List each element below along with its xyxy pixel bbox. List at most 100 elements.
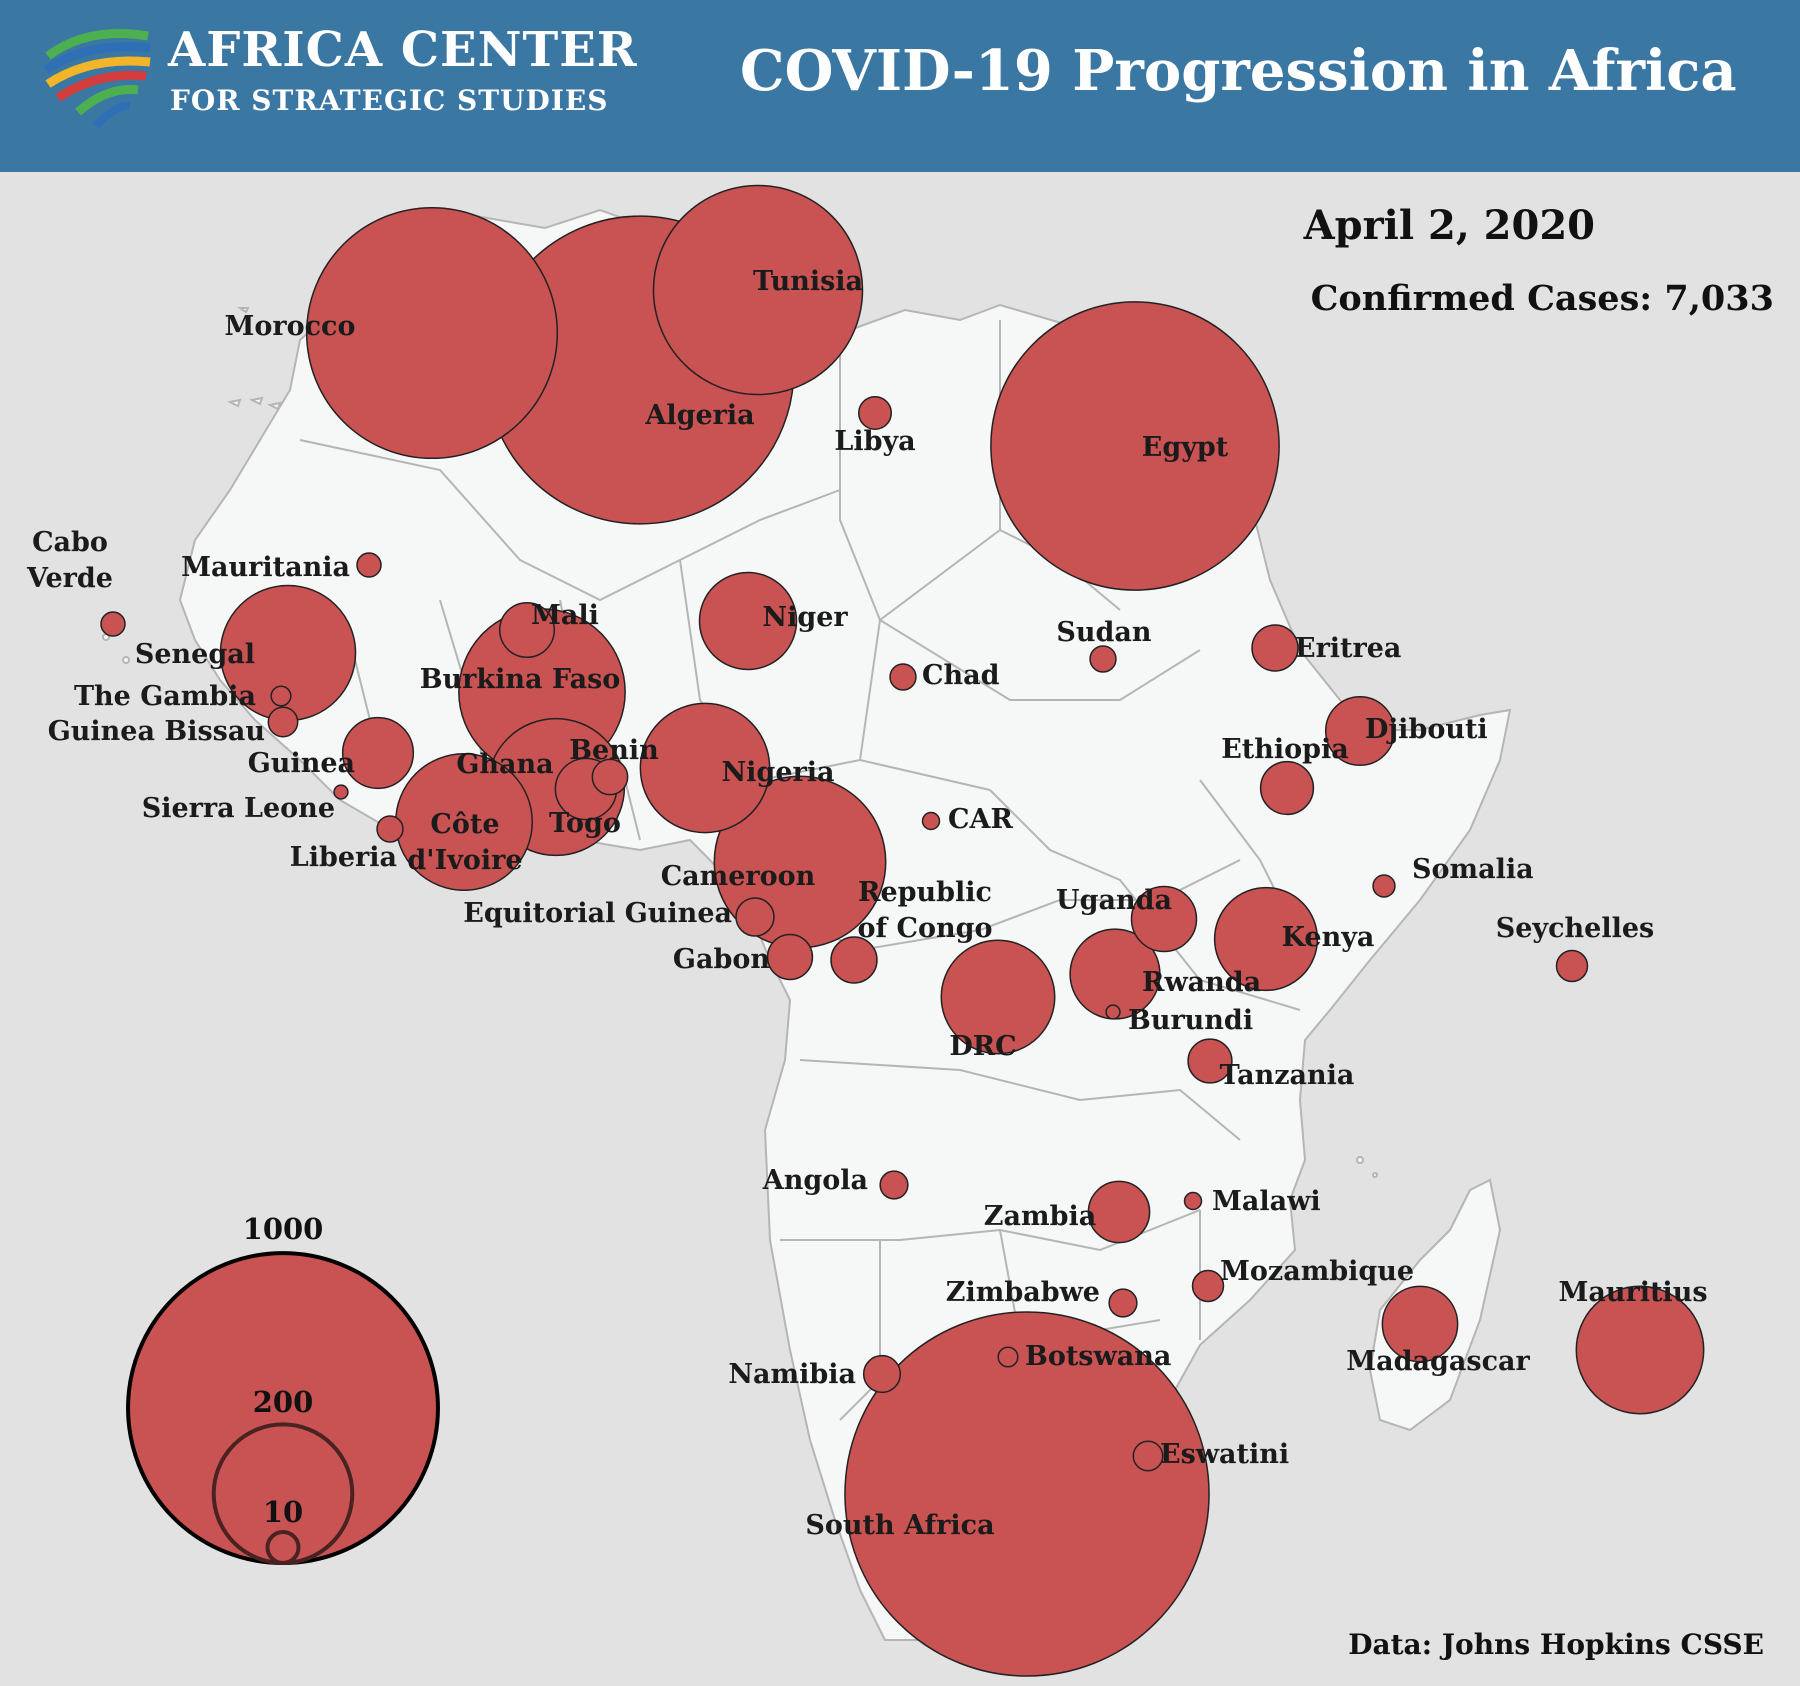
bubble-egypt bbox=[990, 301, 1280, 591]
label-layer: Morocco Algeria Tunisia Libya Egypt Mauritani… bbox=[26, 266, 1708, 1541]
label-tunisia: Tunisia bbox=[753, 266, 863, 297]
bubble-angola bbox=[879, 1170, 909, 1200]
label-ethiopia: Ethiopia bbox=[1221, 734, 1349, 765]
bubble-south-africa bbox=[844, 1311, 1210, 1677]
label-eswatini: Eswatini bbox=[1160, 1439, 1289, 1470]
bubble-kenya bbox=[1213, 886, 1319, 992]
bubble-zimbabwe bbox=[1108, 1288, 1138, 1318]
label-c-te-d-ivoire: Côte d'Ivoire bbox=[407, 809, 522, 876]
label-seychelles: Seychelles bbox=[1496, 913, 1655, 944]
bubble-sudan bbox=[1089, 645, 1117, 673]
bubble-car bbox=[921, 811, 941, 831]
label-equitorial-guinea: Equitorial Guinea bbox=[463, 898, 732, 929]
bubble-mauritania bbox=[356, 552, 382, 578]
bubble-namibia bbox=[862, 1354, 902, 1394]
label-zambia: Zambia bbox=[984, 1201, 1096, 1232]
label-burkina-faso: Burkina Faso bbox=[420, 664, 621, 695]
label-malawi: Malawi bbox=[1212, 1186, 1321, 1217]
bubble-mauritius bbox=[1575, 1285, 1705, 1415]
bubble-libya bbox=[857, 395, 893, 431]
date-label: April 2, 2020 bbox=[1303, 202, 1595, 249]
bubble-botswana bbox=[997, 1346, 1019, 1368]
bubble-liberia bbox=[376, 815, 404, 843]
label-gabon: Gabon bbox=[673, 944, 770, 975]
legend-circle-10 bbox=[265, 1530, 301, 1566]
label-mauritius: Mauritius bbox=[1558, 1277, 1707, 1308]
label-egypt: Egypt bbox=[1142, 432, 1229, 463]
legend-label-1000: 1000 bbox=[243, 1212, 324, 1246]
label-mozambique: Mozambique bbox=[1220, 1256, 1414, 1287]
legend-label-10: 10 bbox=[263, 1495, 303, 1529]
label-drc: DRC bbox=[949, 1031, 1016, 1062]
bubble-republic-of-congo bbox=[830, 936, 878, 984]
header-bar: AFRICA CENTER FOR STRATEGIC STUDIES COVI… bbox=[0, 0, 1800, 172]
label-sudan: Sudan bbox=[1056, 617, 1152, 648]
label-cameroon: Cameroon bbox=[661, 861, 816, 892]
bubble-djibouti bbox=[1324, 695, 1396, 767]
bubble-somalia bbox=[1372, 874, 1396, 898]
label-benin: Benin bbox=[569, 735, 659, 766]
label-chad: Chad bbox=[922, 660, 1000, 691]
label-namibia: Namibia bbox=[728, 1359, 856, 1390]
bubble-guinea bbox=[341, 716, 415, 790]
label-burundi: Burundi bbox=[1128, 1005, 1253, 1036]
map-title: COVID-19 Progression in Africa bbox=[740, 38, 1737, 104]
label-zimbabwe: Zimbabwe bbox=[946, 1277, 1100, 1308]
bubble-sierra-leone bbox=[333, 784, 349, 800]
bubble-madagascar bbox=[1381, 1285, 1459, 1363]
label-guinea: Guinea bbox=[248, 748, 355, 779]
confirmed-cases-label: Confirmed Cases: 7,033 bbox=[1310, 278, 1774, 319]
bubble-tanzania bbox=[1187, 1038, 1233, 1084]
label-uganda: Uganda bbox=[1056, 885, 1172, 916]
label-mauritania: Mauritania bbox=[181, 552, 350, 583]
africa-center-logo bbox=[43, 29, 151, 129]
bubble-gabon bbox=[766, 933, 814, 981]
label-somalia: Somalia bbox=[1412, 854, 1534, 885]
bubble-cabo-verde bbox=[100, 611, 126, 637]
label-senegal: Senegal bbox=[135, 639, 255, 670]
bubble-the-gambia bbox=[270, 685, 292, 707]
label-liberia: Liberia bbox=[290, 842, 397, 873]
label-libya: Libya bbox=[834, 426, 915, 457]
bubble-layer bbox=[100, 184, 1705, 1677]
label-kenya: Kenya bbox=[1282, 922, 1375, 953]
label-djibouti: Djibouti bbox=[1365, 714, 1488, 745]
bubble-drc bbox=[940, 939, 1056, 1055]
bubble-seychelles bbox=[1555, 949, 1589, 983]
label-the-gambia: The Gambia bbox=[74, 681, 256, 712]
label-south-africa: South Africa bbox=[805, 1510, 994, 1541]
bubble-chad bbox=[889, 663, 917, 691]
bubble-mali bbox=[498, 601, 556, 659]
label-tanzania: Tanzania bbox=[1220, 1060, 1355, 1091]
label-algeria: Algeria bbox=[644, 400, 754, 431]
label-mali: Mali bbox=[531, 600, 599, 631]
size-legend: 1000 200 10 bbox=[126, 1212, 440, 1566]
label-ghana: Ghana bbox=[456, 749, 553, 780]
label-morocco: Morocco bbox=[224, 311, 355, 342]
bubble-ethiopia bbox=[1259, 760, 1315, 816]
legend-label-200: 200 bbox=[253, 1385, 314, 1419]
bubble-burundi bbox=[1105, 1004, 1121, 1020]
org-name-line2: FOR STRATEGIC STUDIES bbox=[170, 84, 609, 117]
bubble-niger bbox=[698, 571, 798, 671]
label-madagascar: Madagascar bbox=[1346, 1346, 1530, 1377]
label-cabo-verde: Cabo Verde bbox=[26, 527, 113, 594]
bubble-equitorial-guinea bbox=[735, 897, 775, 937]
label-togo: Togo bbox=[549, 808, 621, 839]
label-rwanda: Rwanda bbox=[1142, 967, 1261, 998]
label-republic-of-congo: Republic of Congo bbox=[857, 877, 992, 944]
bubble-zambia bbox=[1087, 1180, 1151, 1244]
label-guinea-bissau: Guinea Bissau bbox=[48, 716, 265, 747]
bubble-tunisia bbox=[652, 184, 864, 396]
label-sierra-leone: Sierra Leone bbox=[142, 793, 335, 824]
bubble-eritrea bbox=[1251, 624, 1299, 672]
bubble-guinea-bissau bbox=[267, 706, 299, 738]
bubble-benin bbox=[591, 758, 629, 796]
label-nigeria: Nigeria bbox=[722, 757, 835, 788]
bubble-mozambique bbox=[1191, 1269, 1225, 1303]
bubble-malawi bbox=[1183, 1191, 1203, 1211]
bubble-morocco bbox=[305, 206, 559, 460]
bubble-eswatini bbox=[1132, 1440, 1164, 1472]
